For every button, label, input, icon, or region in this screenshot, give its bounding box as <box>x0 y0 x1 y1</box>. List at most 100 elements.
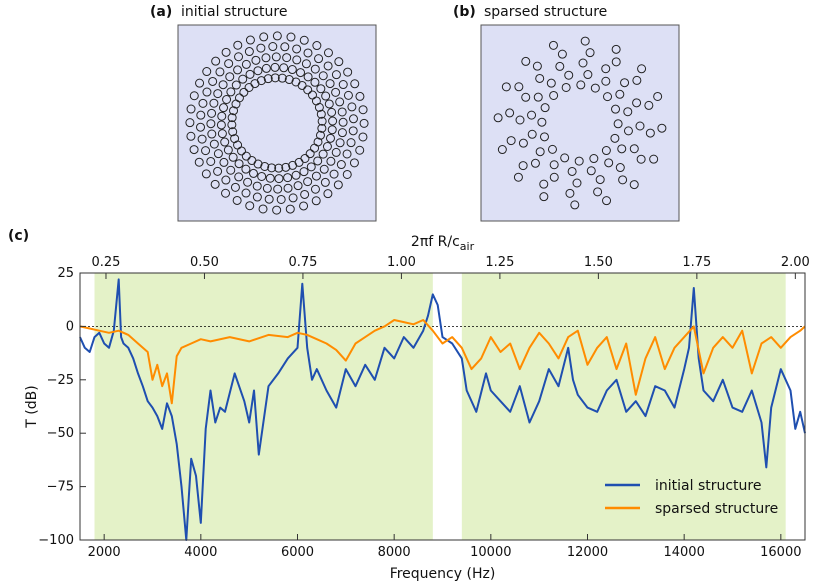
scatterer-ring <box>645 128 655 138</box>
scatterer-ring <box>284 75 294 85</box>
scatterer-ring <box>195 78 205 88</box>
scatterer-ring <box>225 72 235 82</box>
panel-a-title: initial structure <box>181 4 287 20</box>
scatterer-ring <box>557 49 567 59</box>
scatterer-ring <box>238 74 248 84</box>
x-tick-label: 8000 <box>378 545 411 560</box>
scatterer-ring <box>207 108 217 118</box>
scatterer-ring <box>270 73 280 83</box>
scatterer-ring <box>206 156 216 166</box>
scatterer-ring <box>218 80 228 90</box>
sparsed-structure-line <box>79 319 806 405</box>
scatterer-ring <box>580 36 590 46</box>
scatterer-ring <box>301 59 311 69</box>
scatterer-ring <box>220 137 230 147</box>
scatterer-ring <box>637 64 647 74</box>
scatterer-ring <box>296 68 306 78</box>
scatterer-ring <box>603 92 613 102</box>
scatterer-ring <box>189 145 199 155</box>
scatterer-ring <box>611 57 621 67</box>
scatterer-ring <box>283 183 293 193</box>
scatterer-ring <box>213 149 223 159</box>
scatterer-ring <box>241 188 251 198</box>
scatterer-ring <box>310 143 320 153</box>
scatterer-ring <box>590 83 600 93</box>
scatterer-ring <box>350 79 360 89</box>
scatterer-ring <box>282 53 292 63</box>
scatterer-ring <box>241 164 251 174</box>
scatterer-ring <box>229 106 239 116</box>
scatterer-ring <box>322 142 332 152</box>
scatterer-ring <box>613 119 623 129</box>
scatterer-ring <box>548 40 558 50</box>
scatterer-ring <box>644 100 654 110</box>
scatterer-ring <box>234 172 244 182</box>
scatterer-ring <box>215 67 225 77</box>
scatterer-ring <box>300 189 310 199</box>
scatterer-ring <box>342 149 352 159</box>
y-tick-label: −100 <box>38 533 74 548</box>
scatterer-ring <box>287 65 297 75</box>
scatterer-ring <box>521 56 531 66</box>
scatterer-ring <box>260 161 270 171</box>
scatterer-ring <box>201 146 211 156</box>
scatterer-ring <box>213 166 223 176</box>
scatterer-ring <box>258 204 268 214</box>
scatterer-ring <box>567 166 577 176</box>
scatterer-ring <box>317 116 327 126</box>
initial-structure-pattern <box>185 31 369 215</box>
scatterer-ring <box>346 138 356 148</box>
scatterer-ring <box>288 193 298 203</box>
scatterer-ring <box>310 77 320 87</box>
x-tick-label: 16000 <box>760 545 801 560</box>
scatterer-ring <box>315 130 325 140</box>
scatterer-ring <box>610 133 620 143</box>
scatterer-ring <box>286 32 296 42</box>
scatterer-ring <box>319 164 329 174</box>
scatterer-ring <box>297 80 307 90</box>
scatterer-ring <box>565 188 575 198</box>
scatterer-ring <box>243 177 253 187</box>
scatterer-ring <box>325 79 335 89</box>
scatterer-ring <box>209 139 219 149</box>
scatterer-ring <box>271 52 281 62</box>
scatterer-ring <box>540 103 550 113</box>
scatterer-ring <box>201 169 211 179</box>
top-axis-title-main: 2πf R/c <box>411 234 460 250</box>
scatterer-ring <box>602 196 612 206</box>
scatterer-ring <box>219 103 229 113</box>
scatterer-ring <box>505 108 515 118</box>
scatterer-ring <box>570 200 580 210</box>
scatterer-ring <box>601 64 611 74</box>
scatterer-ring <box>222 94 232 104</box>
scatterer-ring <box>611 104 621 114</box>
scatterer-ring <box>318 71 328 81</box>
scatterer-ring <box>228 127 238 137</box>
scatterer-ring <box>348 114 358 124</box>
y-tick-label: −50 <box>47 426 74 441</box>
scatterer-ring <box>514 82 524 92</box>
scatterer-ring <box>539 132 549 142</box>
scatterer-ring <box>493 113 503 123</box>
scatterer-ring <box>202 87 212 97</box>
y-tick-label: 0 <box>66 319 74 334</box>
scatterer-ring <box>623 126 633 136</box>
scatterer-ring <box>331 70 341 80</box>
scatterer-ring <box>226 165 236 175</box>
scatterer-ring <box>256 76 266 86</box>
scatterer-ring <box>334 57 344 67</box>
scatterer-ring <box>549 172 559 182</box>
scatterer-ring <box>537 117 547 127</box>
scatterer-ring <box>213 89 223 99</box>
scatterer-ring <box>327 107 337 117</box>
scatterer-ring <box>320 177 330 187</box>
scatterer-ring <box>583 70 593 80</box>
scatterer-ring <box>198 98 208 108</box>
scatterer-ring <box>285 204 295 214</box>
scatterer-ring <box>323 189 333 199</box>
scatterer-ring <box>359 118 369 128</box>
scatterer-ring <box>342 169 352 179</box>
scatterer-ring <box>595 175 605 185</box>
scatterer-ring <box>274 163 284 173</box>
